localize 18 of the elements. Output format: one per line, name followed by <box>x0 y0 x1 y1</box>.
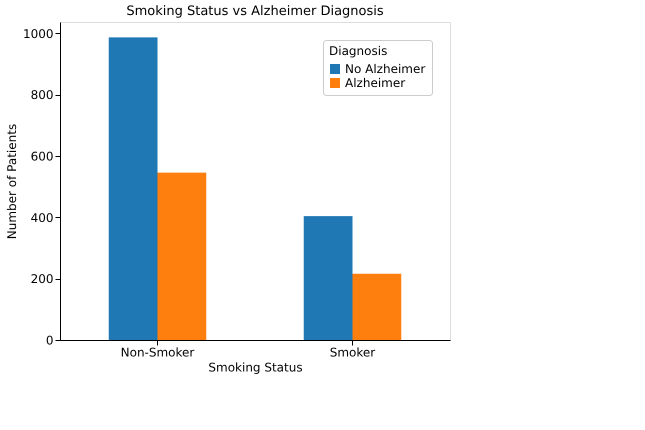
y-tick-label: 200 <box>30 272 54 286</box>
y-tick-label: 800 <box>30 88 54 102</box>
bar <box>158 172 206 340</box>
bar <box>304 216 352 340</box>
legend-label: No Alzheimer <box>345 62 426 76</box>
legend-label: Alzheimer <box>345 76 406 90</box>
x-axis-title: Smoking Status <box>208 360 303 374</box>
y-tick-label: 600 <box>30 150 54 164</box>
y-tick-label: 400 <box>30 210 54 225</box>
x-tick-label: Smoker <box>330 346 376 360</box>
bar <box>352 274 402 340</box>
bar <box>108 37 158 340</box>
x-tick-label: Non-Smoker <box>120 346 194 360</box>
y-axis-title: Number of Patients <box>4 124 19 240</box>
y-tick-label: 0 <box>46 334 54 348</box>
legend-title: Diagnosis <box>329 44 388 58</box>
y-tick-label: 1000 <box>22 26 54 41</box>
chart-title: Smoking Status vs Alzheimer Diagnosis <box>126 4 384 19</box>
